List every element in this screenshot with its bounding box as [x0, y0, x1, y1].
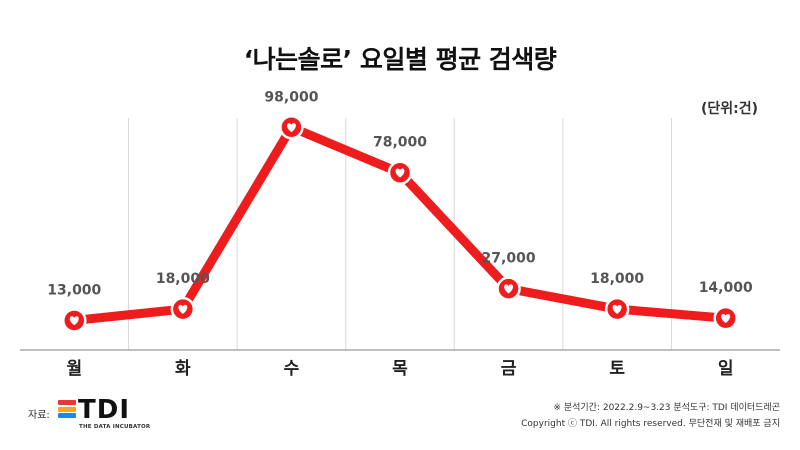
data-point-marker: [604, 296, 630, 322]
chart-title: ‘나는솔로’ 요일별 평균 검색량: [243, 45, 557, 74]
series-line: [69, 122, 731, 325]
category-label: 금: [501, 359, 517, 379]
data-point-marker: [170, 296, 196, 322]
category-label: 일: [718, 359, 734, 379]
value-label: 78,000: [373, 135, 427, 151]
markers-group: [62, 115, 738, 333]
source-label: 자료:: [28, 410, 50, 421]
analysis-period-note: ※ 분석기간: 2022.2.9~3.23 분석도구: TDI 데이터드레곤: [553, 403, 780, 413]
heart-icon: [69, 316, 79, 326]
tdi-logo-text: TDI: [78, 395, 130, 425]
data-point-marker: [387, 160, 413, 185]
data-point-marker: [496, 276, 521, 301]
logo-bar-orange: [58, 406, 76, 412]
logo-bar-blue: [58, 413, 76, 418]
value-label: 18,000: [590, 271, 644, 287]
heart-icon: [504, 284, 514, 294]
grid-lines: [128, 118, 672, 350]
value-labels-group: 13,000 18,000 98,000 78,000 27,000 18,000 14,0…: [47, 89, 753, 298]
heart-icon: [395, 168, 405, 178]
category-label: 토: [609, 359, 625, 379]
category-label: 수: [284, 359, 300, 379]
copyright-note: Copyright ⓒ TDI. All rights reserved. 무단…: [521, 419, 780, 429]
value-label: 98,000: [264, 89, 318, 105]
series-line-group: [69, 122, 731, 325]
heart-icon: [178, 304, 188, 314]
tdi-logo-subtext: THE DATA INCUBATOR: [79, 424, 151, 430]
value-label: 27,000: [482, 251, 536, 267]
unit-label: (단위:건): [700, 101, 758, 117]
category-label: 월: [66, 359, 82, 379]
tdi-logo-mark: [58, 400, 76, 422]
value-label: 14,000: [699, 280, 753, 296]
data-point-marker: [713, 305, 738, 331]
data-point-marker: [279, 115, 304, 140]
heart-icon: [612, 304, 622, 314]
category-label: 화: [175, 359, 191, 379]
heart-icon: [286, 123, 296, 133]
logo-bar-red: [58, 400, 76, 405]
heart-icon: [721, 313, 731, 324]
category-label: 목: [392, 359, 408, 379]
value-label: 13,000: [47, 282, 101, 298]
data-point-marker: [62, 308, 87, 333]
value-label: 18,000: [156, 271, 210, 287]
